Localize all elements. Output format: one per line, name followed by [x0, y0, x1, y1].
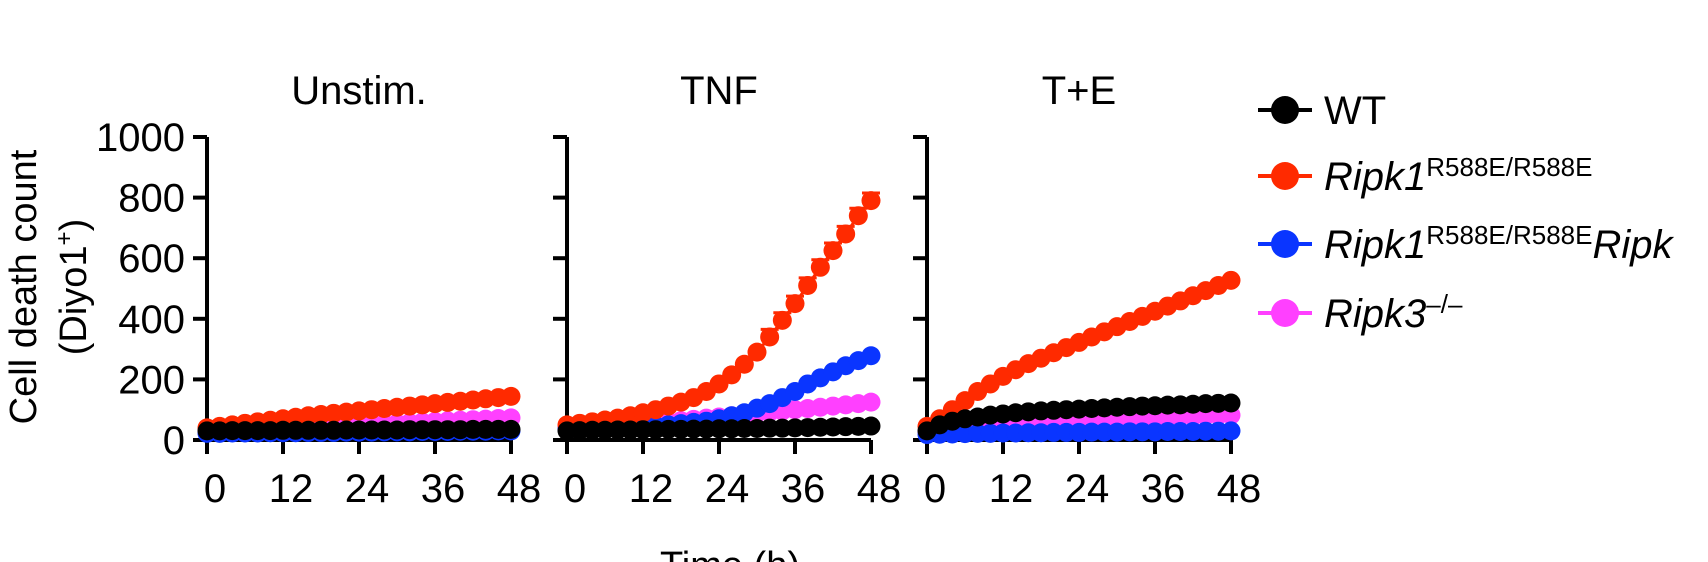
- data-point: [861, 346, 881, 366]
- series-r588e: [557, 191, 881, 435]
- legend-item-ripk3: Ripk3–/–: [1258, 289, 1463, 336]
- data-point: [798, 275, 818, 295]
- data-point: [734, 354, 754, 374]
- series-r588e: [917, 270, 1241, 436]
- data-point: [747, 342, 767, 362]
- x-tick-label: 0: [204, 467, 226, 511]
- data-point: [836, 224, 856, 244]
- panel-1: TNF 0 12 24 36 48: [553, 69, 901, 511]
- panel-0: Unstim. 0 200 400 600 800 1000 0 12 24 36 48: [96, 69, 541, 511]
- legend-label: WT: [1324, 89, 1386, 133]
- y-tick-label: 1000: [96, 116, 185, 160]
- panel-title: Unstim.: [291, 69, 427, 113]
- x-tick-label: 48: [497, 467, 542, 511]
- x-tick-label: 36: [781, 467, 826, 511]
- y-axis-title-line1: Cell death count: [3, 149, 45, 424]
- x-tick-label: 48: [857, 467, 902, 511]
- x-tick-label: 12: [989, 467, 1034, 511]
- data-point: [1221, 393, 1241, 413]
- series-r588e: [197, 386, 521, 438]
- legend-marker: [1271, 162, 1299, 190]
- data-point: [760, 327, 780, 347]
- legend-marker: [1271, 299, 1299, 327]
- x-tick-label: 24: [345, 467, 390, 511]
- data-point: [861, 191, 881, 211]
- legend-marker: [1271, 96, 1299, 124]
- data-point: [823, 241, 843, 261]
- data-point: [772, 310, 792, 330]
- x-tick-label: 0: [924, 467, 946, 511]
- x-tick-label: 36: [421, 467, 466, 511]
- x-tick-label: 24: [1065, 467, 1110, 511]
- x-tick-label: 24: [705, 467, 750, 511]
- legend-label: Ripk3–/–: [1324, 289, 1463, 336]
- data-point: [501, 386, 521, 406]
- y-axis-title-line2: (Diyo1+): [51, 219, 95, 355]
- legend-item-wt: WT: [1258, 89, 1386, 133]
- legend-label: Ripk1R588E/R588ERipk: [1324, 220, 1675, 267]
- legend: WT Ripk1R588E/R588E Ripk1R588E/R588ERipk Ri…: [1258, 89, 1675, 336]
- series-wt: [197, 419, 521, 441]
- data-point: [848, 206, 868, 226]
- y-tick-label: 0: [163, 419, 185, 463]
- series-wt: [917, 393, 1241, 441]
- x-tick-label: 48: [1217, 467, 1262, 511]
- legend-item-r588e: Ripk1R588E/R588E: [1258, 152, 1593, 199]
- legend-item-r588e_ripk3: Ripk1R588E/R588ERipk: [1258, 220, 1675, 267]
- x-tick-label: 12: [629, 467, 674, 511]
- data-point: [722, 365, 742, 385]
- x-tick-label: 0: [564, 467, 586, 511]
- series-wt: [557, 416, 881, 441]
- panel-title: T+E: [1042, 69, 1116, 113]
- data-point: [810, 257, 830, 277]
- data-point: [1221, 421, 1241, 441]
- panel-2: T+E 0 12 24 36 48: [913, 69, 1261, 511]
- x-tick-label: 36: [1141, 467, 1186, 511]
- y-tick-label: 200: [118, 358, 185, 402]
- data-point: [861, 416, 881, 436]
- data-point: [1221, 270, 1241, 290]
- legend-label: Ripk1R588E/R588E: [1324, 152, 1593, 199]
- y-tick-label: 800: [118, 177, 185, 221]
- data-point: [785, 294, 805, 314]
- data-point: [861, 392, 881, 412]
- x-axis-title: Time (h): [660, 545, 800, 562]
- data-point: [501, 419, 521, 439]
- legend-marker: [1271, 230, 1299, 258]
- y-tick-label: 400: [118, 298, 185, 342]
- y-tick-label: 600: [118, 237, 185, 281]
- panels: Unstim. 0 200 400 600 800 1000 0 12 24 36 48 TNF 0 12 2…: [96, 69, 1261, 511]
- x-tick-label: 12: [269, 467, 314, 511]
- panel-title: TNF: [680, 69, 758, 113]
